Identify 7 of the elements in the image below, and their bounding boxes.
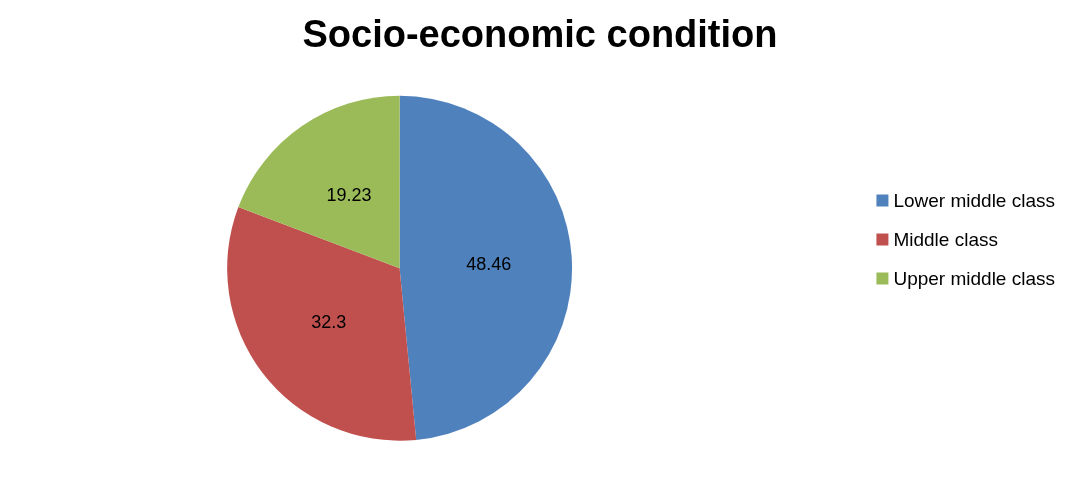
data-label: 19.23: [326, 184, 372, 205]
legend-label: Lower middle class: [893, 190, 1056, 211]
legend-label: Middle class: [893, 229, 998, 250]
legend-label: Upper middle class: [893, 268, 1056, 289]
data-label: 32.3: [311, 312, 347, 333]
chart-title: Socio-economic condition: [302, 13, 778, 55]
data-label: 48.46: [466, 253, 512, 274]
